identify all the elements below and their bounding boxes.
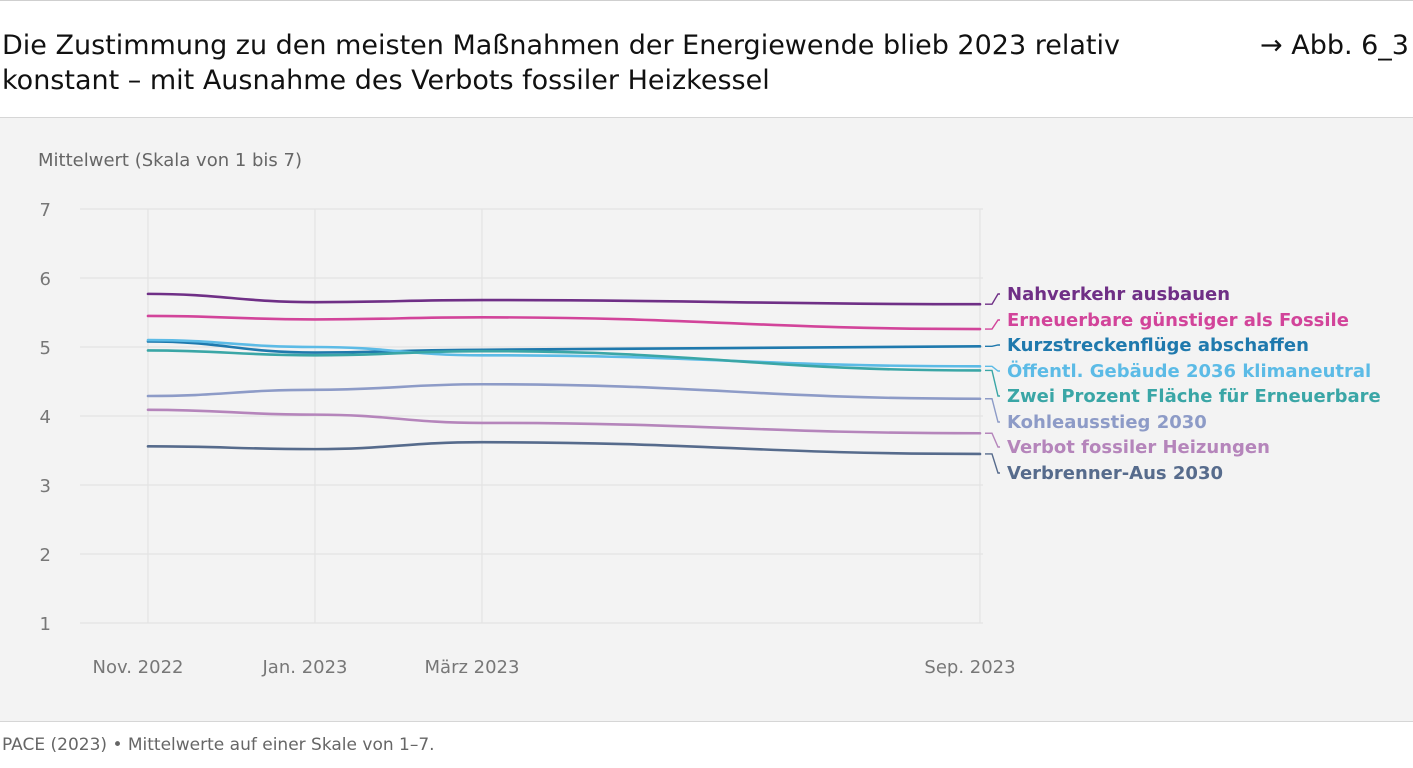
y-tick-labels: 1 2 3 4 5 6 7 [40,200,51,635]
series-line [146,408,982,435]
series-line [146,349,982,372]
x-tick-labels: Nov. 2022 Jan. 2023 März 2023 Sep. 2023 [93,657,1016,678]
label-connector [985,293,1000,305]
y-tick-label: 5 [40,338,51,359]
label-connector [985,365,1000,372]
x-tick-label: Sep. 2023 [924,657,1015,678]
series-line [146,292,982,306]
series-label: Erneuerbare günstiger als Fossile [1007,310,1349,331]
y-axis-label: Mittelwert (Skala von 1 bis 7) [38,150,303,171]
chart-panel [0,117,1413,722]
series-label: Verbot fossiler Heizungen [1007,437,1270,458]
x-tick-label: Jan. 2023 [262,657,348,678]
label-connector [985,398,1000,423]
y-tick-label: 7 [40,200,51,221]
y-tick-label: 2 [40,545,51,566]
x-tick-label: März 2023 [425,657,520,678]
y-tick-label: 3 [40,476,51,497]
series-label: Zwei Prozent Fläche für Erneuerbare [1007,386,1381,407]
y-tick-label: 1 [40,614,51,635]
source-note: PACE (2023) • Mittelwerte auf einer Skal… [2,735,435,755]
series-line [146,314,982,331]
series-lines [146,292,1000,474]
label-connector [985,453,1000,474]
series-labels: Nahverkehr ausbauen Erneuerbare günstiger… [1007,284,1381,484]
series-line [146,340,982,354]
series-label: Nahverkehr ausbauen [1007,284,1230,305]
top-rule [0,0,1413,1]
label-connector [985,344,1000,348]
x-tick-label: Nov. 2022 [93,657,184,678]
y-tick-label: 4 [40,407,51,428]
label-connector [985,319,1000,330]
series-label: Kurzstreckenflüge abschaffen [1007,335,1309,356]
series-line [146,382,982,401]
label-connector [985,432,1000,448]
y-tick-label: 6 [40,269,51,290]
chart-title: Die Zustimmung zu den meisten Maßnahmen … [2,30,1120,96]
line-chart: 1 2 3 4 5 6 7 Nov. 2022 Jan. 2023 März 2023 Sep. … [40,200,1381,678]
series-label: Öffentl. Gebäude 2036 klimaneutral [1007,360,1371,382]
series-label: Kohleausstieg 2030 [1007,412,1207,433]
series-label: Verbrenner-Aus 2030 [1007,463,1223,484]
label-connector [985,369,1000,397]
figure-reference[interactable]: → Abb. 6_3 [1260,30,1409,61]
grid [80,208,983,624]
series-line [146,338,982,368]
series-line [146,440,982,456]
